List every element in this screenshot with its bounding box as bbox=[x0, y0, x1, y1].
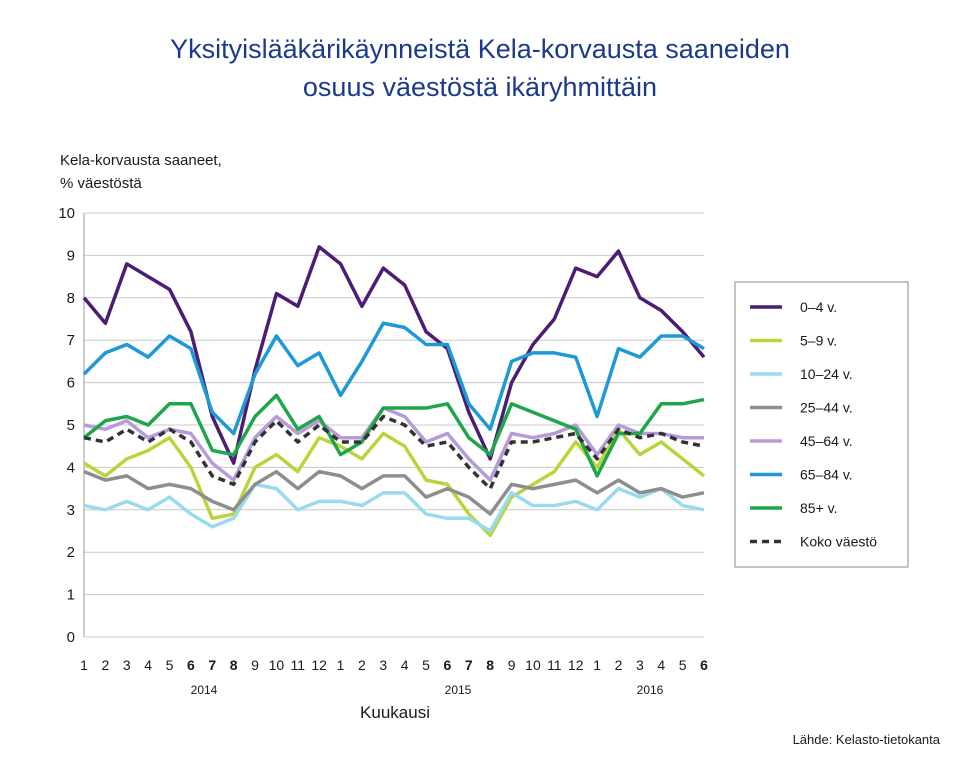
series-line bbox=[83, 427, 706, 537]
legend-label: 0–4 v. bbox=[800, 299, 837, 315]
chart-title: Yksityislääkärikäynneistä Kela-korvausta… bbox=[170, 34, 790, 64]
y-tick-label: 7 bbox=[67, 332, 75, 349]
year-label: 2016 bbox=[637, 683, 664, 697]
x-axis-label: Kuukausi bbox=[360, 703, 430, 722]
x-tick-label: 1 bbox=[593, 657, 601, 673]
x-tick-label: 2 bbox=[101, 657, 109, 673]
year-label: 2015 bbox=[445, 683, 472, 697]
chart-title: osuus väestöstä ikäryhmittäin bbox=[303, 72, 657, 102]
x-tick-label: 3 bbox=[636, 657, 644, 673]
x-tick-label: 2 bbox=[615, 657, 623, 673]
x-tick-label: 9 bbox=[251, 657, 259, 673]
series-line bbox=[83, 414, 705, 491]
x-tick-label: 7 bbox=[465, 657, 473, 673]
x-tick-label: 12 bbox=[568, 657, 584, 673]
source: Lähde: Kelasto-tietokanta bbox=[793, 732, 941, 747]
x-tick-label: 2 bbox=[358, 657, 366, 673]
x-tick-label: 6 bbox=[444, 657, 452, 673]
year-label: 2014 bbox=[191, 683, 218, 697]
x-tick-label: 3 bbox=[123, 657, 131, 673]
legend-label: 45–64 v. bbox=[800, 433, 853, 449]
x-tick-label: 12 bbox=[311, 657, 327, 673]
series-line bbox=[82, 393, 705, 478]
legend-label: 10–24 v. bbox=[800, 366, 853, 382]
x-tick-label: 8 bbox=[230, 657, 238, 673]
x-tick-label: 6 bbox=[187, 657, 195, 673]
y-tick-label: 2 bbox=[67, 544, 75, 561]
y-tick-label: 6 bbox=[67, 375, 75, 392]
legend-label: 85+ v. bbox=[800, 500, 838, 516]
legend-box bbox=[734, 281, 909, 568]
series-line bbox=[82, 245, 706, 465]
x-tick-label: 5 bbox=[422, 657, 430, 673]
y-tick-label: 9 bbox=[67, 247, 75, 264]
x-tick-label: 1 bbox=[337, 657, 345, 673]
y-tick-label: 3 bbox=[67, 502, 75, 519]
x-tick-label: 10 bbox=[525, 657, 541, 673]
legend-label: 65–84 v. bbox=[800, 467, 853, 483]
y-tick-label: 0 bbox=[67, 629, 75, 646]
x-tick-label: 5 bbox=[679, 657, 687, 673]
y-axis-label: Kela-korvausta saaneet, bbox=[60, 152, 222, 169]
series-line bbox=[83, 406, 704, 482]
y-axis-label: % väestöstä bbox=[60, 175, 142, 192]
x-tick-label: 4 bbox=[144, 657, 152, 673]
x-tick-label: 6 bbox=[700, 657, 708, 673]
y-tick-label: 1 bbox=[67, 587, 75, 604]
x-tick-label: 8 bbox=[486, 657, 494, 673]
y-tick-label: 4 bbox=[67, 459, 75, 476]
series-line bbox=[83, 482, 705, 533]
legend-label: Koko väestö bbox=[800, 534, 877, 550]
y-tick-label: 5 bbox=[67, 417, 75, 434]
x-tick-label: 10 bbox=[269, 657, 285, 673]
x-tick-label: 4 bbox=[657, 657, 665, 673]
series-line bbox=[83, 469, 705, 516]
series-line bbox=[82, 321, 705, 436]
x-tick-label: 4 bbox=[401, 657, 409, 673]
x-tick-label: 9 bbox=[508, 657, 516, 673]
y-tick-label: 8 bbox=[67, 290, 75, 307]
legend-label: 25–44 v. bbox=[800, 400, 853, 416]
x-tick-label: 7 bbox=[208, 657, 216, 673]
x-tick-label: 5 bbox=[166, 657, 174, 673]
x-tick-label: 3 bbox=[379, 657, 387, 673]
x-tick-label: 1 bbox=[80, 657, 88, 673]
x-tick-label: 11 bbox=[547, 657, 562, 673]
x-tick-label: 11 bbox=[291, 657, 306, 673]
legend-label: 5–9 v. bbox=[800, 333, 837, 349]
y-tick-label: 10 bbox=[58, 205, 75, 222]
